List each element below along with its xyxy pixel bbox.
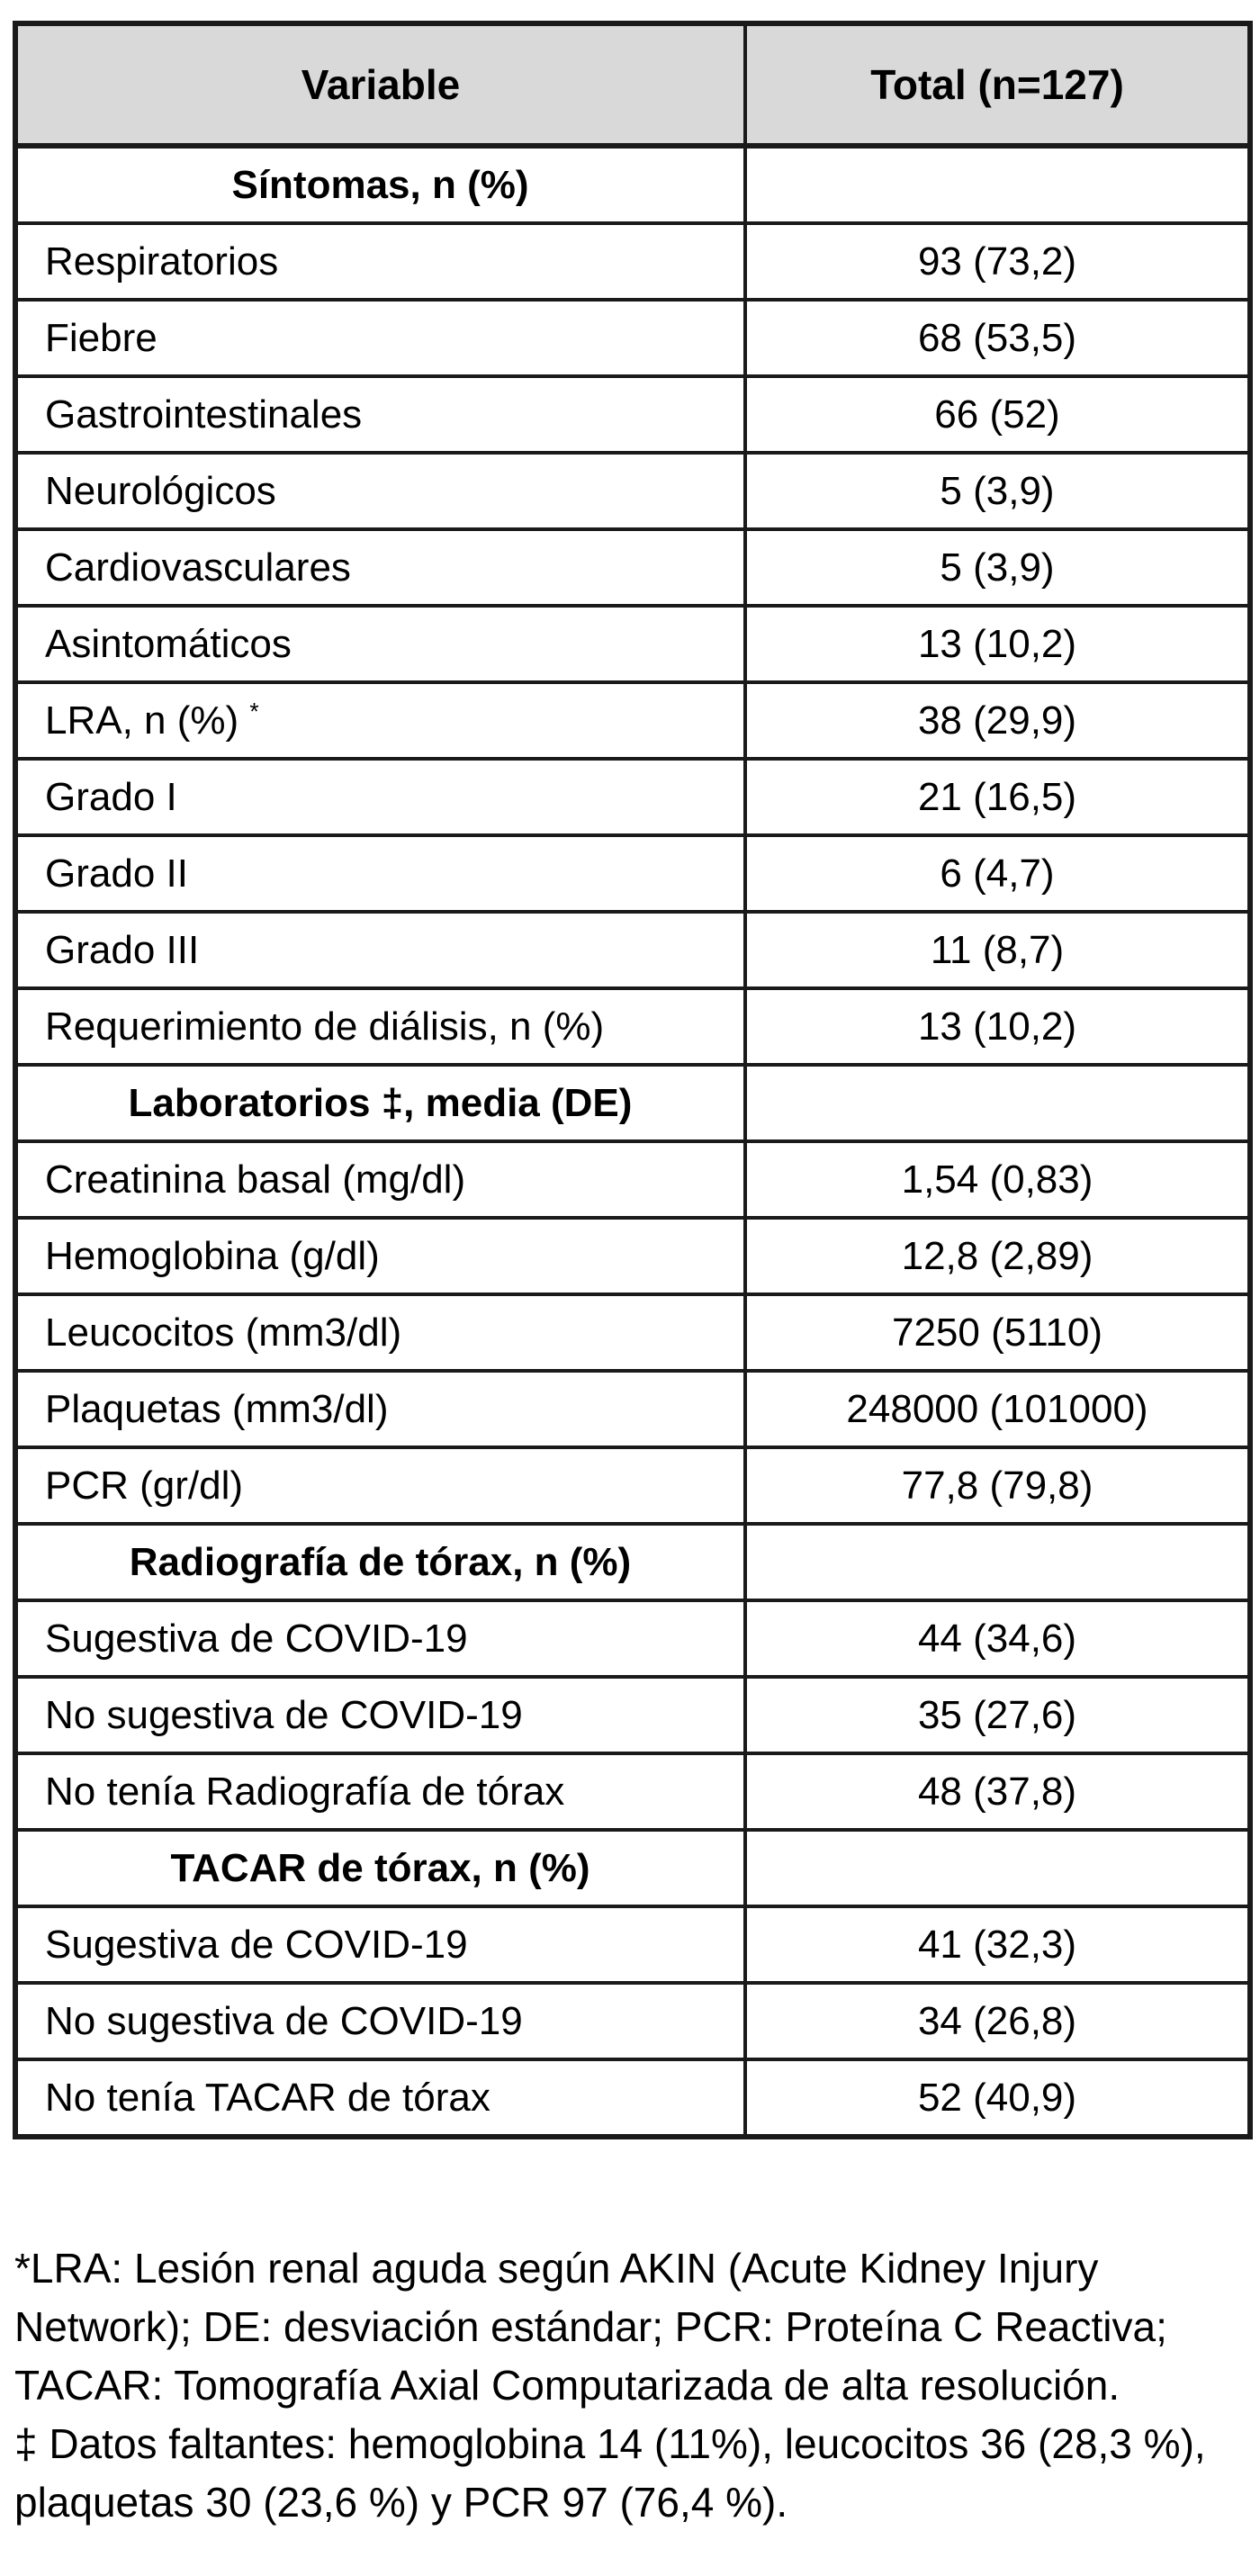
section-row: Radiografía de tórax, n (%) [14,1522,1252,1602]
value-cell: 77,8 (79,8) [743,1446,1252,1526]
table-header-row: Variable Total (n=127) [14,22,1252,149]
variables-table: Variable Total (n=127) Síntomas, n (%) Re… [13,21,1253,2139]
value-cell: 12,8 (2,89) [743,1216,1252,1296]
table-row: No sugestiva de COVID-19 34 (26,8) [14,1981,1252,2061]
table-row: PCR (gr/dl) 77,8 (79,8) [14,1446,1252,1526]
value-cell: 48 (37,8) [743,1752,1252,1832]
table-row: No tenía TACAR de tórax 52 (40,9) [14,2058,1252,2139]
variable-cell: Fiebre [14,298,747,378]
variable-cell: Creatinina basal (mg/dl) [14,1139,747,1220]
table-row: Sugestiva de COVID-19 41 (32,3) [14,1905,1252,1985]
variable-cell: Radiografía de tórax, n (%) [14,1522,747,1602]
table-row: Neurológicos 5 (3,9) [14,451,1252,531]
column-header-total: Total (n=127) [743,22,1252,149]
value-cell: 1,54 (0,83) [743,1139,1252,1220]
table-row: Fiebre 68 (53,5) [14,298,1252,378]
table-row: Creatinina basal (mg/dl) 1,54 (0,83) [14,1139,1252,1220]
table-row: Gastrointestinales 66 (52) [14,374,1252,455]
table-row: Requerimiento de diálisis, n (%) 13 (10,2… [14,986,1252,1067]
table-row: LRA, n (%) * 38 (29,9) [14,680,1252,761]
value-cell [743,1828,1252,1908]
value-cell: 5 (3,9) [743,451,1252,531]
variable-cell: No sugestiva de COVID-19 [14,1981,747,2061]
table-row: Cardiovasculares 5 (3,9) [14,527,1252,608]
variable-cell: Asintomáticos [14,604,747,684]
value-cell [743,144,1252,225]
value-cell: 44 (34,6) [743,1599,1252,1679]
value-cell: 13 (10,2) [743,604,1252,684]
column-header-variable: Variable [14,22,747,149]
table-row: Respiratorios 93 (73,2) [14,221,1252,302]
table-row: No sugestiva de COVID-19 35 (27,6) [14,1675,1252,1755]
variable-cell: Grado III [14,910,747,990]
variable-cell: No tenía Radiografía de tórax [14,1752,747,1832]
variable-cell: Gastrointestinales [14,374,747,455]
variable-cell: No sugestiva de COVID-19 [14,1675,747,1755]
footnote-marker: * [249,697,259,725]
variable-cell: Hemoglobina (g/dl) [14,1216,747,1296]
table-row: Hemoglobina (g/dl) 12,8 (2,89) [14,1216,1252,1296]
table-row: Grado I 21 (16,5) [14,757,1252,837]
variable-cell: TACAR de tórax, n (%) [14,1828,747,1908]
variable-cell: Laboratorios ‡, media (DE) [14,1063,747,1143]
value-cell: 13 (10,2) [743,986,1252,1067]
variable-cell: Cardiovasculares [14,527,747,608]
variable-cell: No tenía TACAR de tórax [14,2058,747,2139]
variable-cell: Grado I [14,757,747,837]
footnote-missing-data: ‡ Datos faltantes: hemoglobina 14 (11%),… [14,2420,1206,2526]
section-row: Síntomas, n (%) [14,144,1252,225]
value-cell: 6 (4,7) [743,833,1252,914]
variable-cell: Neurológicos [14,451,747,531]
value-cell: 93 (73,2) [743,221,1252,302]
value-cell: 35 (27,6) [743,1675,1252,1755]
value-cell: 66 (52) [743,374,1252,455]
table-body: Síntomas, n (%) Respiratorios 93 (73,2) Fie… [14,144,1252,2139]
variable-cell: Respiratorios [14,221,747,302]
table-row: Grado II 6 (4,7) [14,833,1252,914]
table-row: Grado III 11 (8,7) [14,910,1252,990]
footnotes: *LRA: Lesión renal aguda según AKIN (Acu… [14,2239,1251,2532]
variable-cell: Requerimiento de diálisis, n (%) [14,986,747,1067]
section-row: TACAR de tórax, n (%) [14,1828,1252,1908]
value-cell [743,1063,1252,1143]
variable-cell: LRA, n (%) * [14,680,747,761]
footnote-abbreviations: *LRA: Lesión renal aguda según AKIN (Acu… [14,2245,1167,2409]
value-cell: 38 (29,9) [743,680,1252,761]
value-cell: 7250 (5110) [743,1293,1252,1373]
section-row: Laboratorios ‡, media (DE) [14,1063,1252,1143]
table-row: Leucocitos (mm3/dl) 7250 (5110) [14,1293,1252,1373]
value-cell: 5 (3,9) [743,527,1252,608]
value-cell: 52 (40,9) [743,2058,1252,2139]
value-cell: 34 (26,8) [743,1981,1252,2061]
variable-cell: Grado II [14,833,747,914]
table-row: Plaquetas (mm3/dl) 248000 (101000) [14,1369,1252,1449]
variable-cell: Sugestiva de COVID-19 [14,1599,747,1679]
value-cell [743,1522,1252,1602]
variable-cell: Plaquetas (mm3/dl) [14,1369,747,1449]
variable-cell: PCR (gr/dl) [14,1446,747,1526]
variable-cell: Leucocitos (mm3/dl) [14,1293,747,1373]
value-cell: 21 (16,5) [743,757,1252,837]
variable-cell: Síntomas, n (%) [14,144,747,225]
variable-cell: Sugestiva de COVID-19 [14,1905,747,1985]
table-row: No tenía Radiografía de tórax 48 (37,8) [14,1752,1252,1832]
table-row: Asintomáticos 13 (10,2) [14,604,1252,684]
value-cell: 11 (8,7) [743,910,1252,990]
table-row: Sugestiva de COVID-19 44 (34,6) [14,1599,1252,1679]
value-cell: 41 (32,3) [743,1905,1252,1985]
value-cell: 68 (53,5) [743,298,1252,378]
value-cell: 248000 (101000) [743,1369,1252,1449]
